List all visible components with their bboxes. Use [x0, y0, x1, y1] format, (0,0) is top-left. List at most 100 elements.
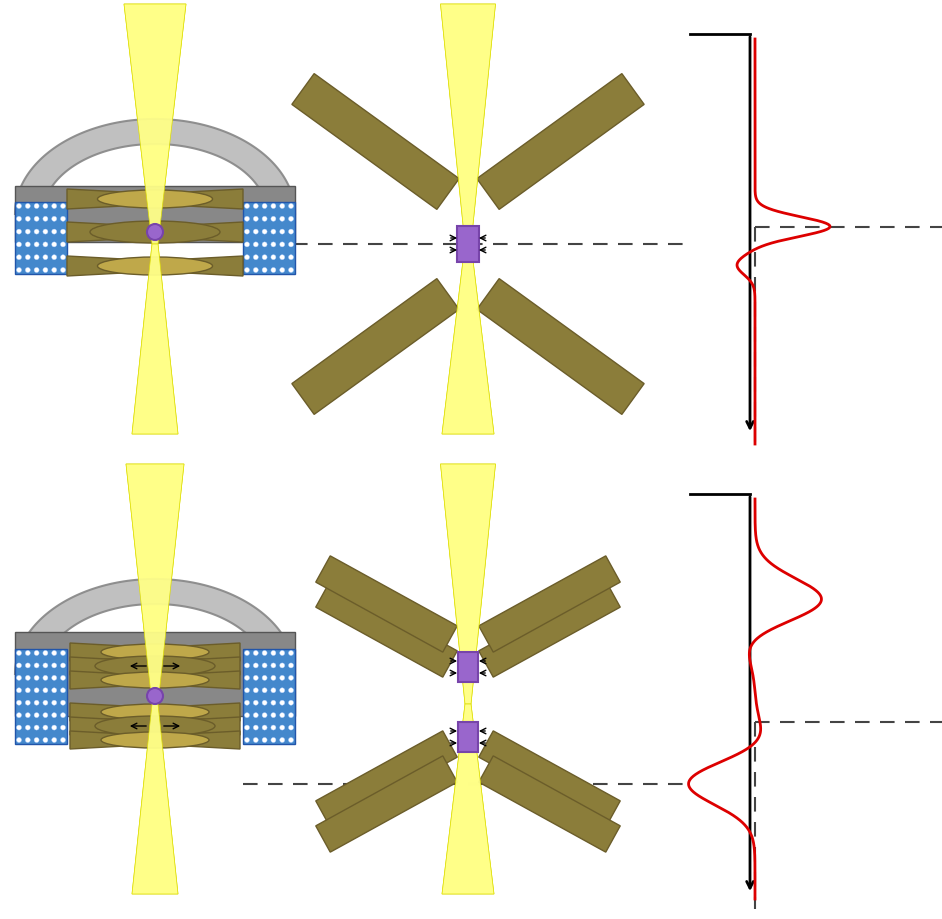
Circle shape: [25, 664, 30, 668]
Circle shape: [17, 688, 22, 693]
Circle shape: [271, 688, 276, 693]
Circle shape: [60, 688, 66, 693]
Circle shape: [271, 700, 276, 706]
Circle shape: [60, 651, 66, 656]
Polygon shape: [15, 579, 295, 675]
Circle shape: [288, 664, 294, 668]
Circle shape: [288, 243, 294, 247]
Circle shape: [17, 243, 22, 247]
Circle shape: [262, 217, 268, 222]
Circle shape: [43, 688, 48, 693]
Circle shape: [245, 204, 250, 210]
Polygon shape: [442, 244, 494, 435]
Circle shape: [288, 700, 294, 706]
Circle shape: [253, 688, 258, 693]
Circle shape: [253, 268, 258, 273]
Circle shape: [262, 688, 268, 693]
Polygon shape: [316, 581, 457, 677]
Circle shape: [262, 725, 268, 731]
Circle shape: [271, 651, 276, 656]
Circle shape: [43, 738, 48, 743]
Bar: [243, 650, 295, 744]
Circle shape: [52, 651, 57, 656]
Polygon shape: [132, 244, 178, 435]
Polygon shape: [479, 556, 620, 652]
Circle shape: [280, 268, 284, 273]
Circle shape: [52, 675, 57, 681]
Circle shape: [288, 675, 294, 681]
Circle shape: [245, 725, 250, 731]
Polygon shape: [70, 703, 125, 721]
Circle shape: [60, 713, 66, 718]
Circle shape: [245, 217, 250, 222]
Polygon shape: [185, 643, 240, 662]
Circle shape: [271, 230, 276, 235]
Polygon shape: [187, 256, 243, 277]
Circle shape: [271, 217, 276, 222]
Circle shape: [271, 268, 276, 273]
Circle shape: [17, 268, 22, 273]
Circle shape: [60, 268, 66, 273]
Circle shape: [262, 738, 268, 743]
Polygon shape: [441, 464, 495, 704]
Circle shape: [262, 204, 268, 210]
Circle shape: [25, 268, 30, 273]
Circle shape: [25, 204, 30, 210]
Circle shape: [280, 664, 284, 668]
Circle shape: [262, 255, 268, 260]
Circle shape: [280, 725, 284, 731]
Circle shape: [280, 217, 284, 222]
Circle shape: [60, 255, 66, 260]
Circle shape: [34, 688, 40, 693]
Polygon shape: [477, 74, 644, 210]
Circle shape: [60, 230, 66, 235]
Circle shape: [262, 243, 268, 247]
Circle shape: [43, 243, 48, 247]
Circle shape: [262, 713, 268, 718]
Circle shape: [245, 700, 250, 706]
Polygon shape: [442, 704, 494, 894]
Circle shape: [25, 738, 30, 743]
Circle shape: [34, 243, 40, 247]
Circle shape: [288, 651, 294, 656]
Circle shape: [52, 688, 57, 693]
Circle shape: [17, 700, 22, 706]
Circle shape: [25, 255, 30, 260]
Circle shape: [43, 651, 48, 656]
Polygon shape: [185, 657, 240, 675]
Circle shape: [288, 725, 294, 731]
Circle shape: [253, 713, 258, 718]
Circle shape: [43, 725, 48, 731]
Circle shape: [52, 243, 57, 247]
Ellipse shape: [95, 656, 215, 676]
Circle shape: [52, 268, 57, 273]
Polygon shape: [292, 279, 459, 415]
Circle shape: [245, 268, 250, 273]
Polygon shape: [15, 119, 295, 215]
Circle shape: [288, 738, 294, 743]
Circle shape: [253, 230, 258, 235]
Circle shape: [17, 255, 22, 260]
Circle shape: [245, 243, 250, 247]
Circle shape: [60, 243, 66, 247]
Polygon shape: [70, 671, 125, 689]
Polygon shape: [479, 581, 620, 677]
Ellipse shape: [101, 704, 209, 720]
Polygon shape: [126, 464, 184, 704]
Circle shape: [280, 255, 284, 260]
Polygon shape: [67, 256, 123, 277]
Circle shape: [43, 664, 48, 668]
Polygon shape: [185, 717, 240, 735]
Circle shape: [288, 713, 294, 718]
Bar: [15, 187, 295, 243]
Polygon shape: [132, 704, 178, 894]
Circle shape: [271, 255, 276, 260]
Circle shape: [52, 204, 57, 210]
Circle shape: [245, 664, 250, 668]
Circle shape: [253, 651, 258, 656]
Circle shape: [271, 725, 276, 731]
Circle shape: [288, 255, 294, 260]
Bar: [243, 203, 295, 275]
Circle shape: [280, 243, 284, 247]
Circle shape: [147, 688, 163, 704]
